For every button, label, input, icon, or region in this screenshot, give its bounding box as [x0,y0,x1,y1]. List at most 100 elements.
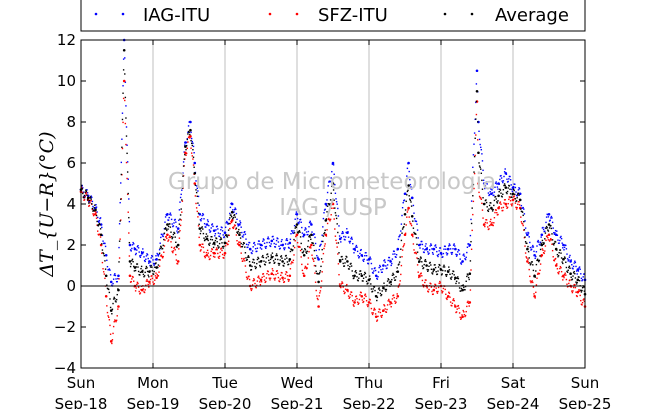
trace-dot [286,239,289,242]
trace-dot [313,233,316,235]
trace-dot [120,161,123,164]
trace-dot [352,275,354,277]
data-point [155,266,158,269]
trace-dot [266,241,268,244]
trace-dot [515,208,518,210]
trace-dot [449,277,452,279]
trace-dot [341,282,344,284]
trace-dot [427,291,430,293]
trace-dot [557,255,560,257]
trace-dot [241,257,243,260]
trace-dot [556,263,558,265]
trace-dot [310,238,312,241]
trace-dot [529,262,531,264]
data-point [504,186,508,189]
trace-dot [458,282,460,284]
trace-dot [489,190,491,193]
trace-dot [551,217,553,219]
trace-dot [336,223,338,225]
trace-dot [179,229,181,232]
trace-dot [430,286,433,288]
trace-dot [224,245,227,247]
trace-dot [549,219,551,221]
trace-dot [254,265,256,268]
trace-dot [108,269,110,271]
trace-dot [499,189,502,191]
trace-dot [151,266,153,268]
trace-dot [433,286,436,288]
trace-dot [201,226,203,228]
trace-dot [491,192,494,194]
trace-dot [179,196,182,199]
trace-dot [120,219,122,221]
data-point [295,233,299,237]
trace-dot [241,246,244,248]
trace-dot [221,226,223,229]
trace-dot [115,301,117,303]
trace-dot [264,246,266,248]
data-point [353,274,356,278]
trace-dot [510,184,512,186]
trace-dot [464,289,466,291]
trace-dot [152,259,154,261]
trace-dot [478,191,480,194]
trace-dot [88,200,90,203]
trace-dot [326,191,329,194]
trace-dot [214,243,216,246]
trace-dot [117,277,119,280]
trace-dot [335,201,338,203]
trace-dot [539,255,541,257]
trace-dot [314,272,316,274]
data-point [461,260,464,263]
trace-dot [109,274,112,276]
trace-dot [365,295,367,298]
trace-dot [448,243,451,245]
trace-dot [478,130,480,133]
trace-dot [136,281,139,284]
trace-dot [380,316,383,318]
trace-dot [449,248,452,250]
data-point [331,161,335,165]
trace-dot [442,266,445,268]
trace-dot [140,251,143,253]
trace-dot [379,264,381,267]
trace-dot [321,271,323,273]
trace-dot [374,313,377,315]
trace-dot [119,220,121,222]
trace-dot [458,287,461,289]
trace-dot [101,249,104,251]
trace-dot [572,286,575,289]
trace-dot [221,245,224,248]
trace-dot [493,216,496,219]
trace-dot [517,203,519,206]
trace-dot [530,248,533,251]
trace-dot [554,258,556,261]
trace-dot [360,273,362,275]
trace-dot [351,238,353,240]
trace-dot [396,293,398,295]
trace-dot [416,243,418,246]
trace-dot [284,247,286,249]
trace-dot [158,248,161,251]
trace-dot [516,197,518,199]
trace-dot [304,227,307,229]
trace-dot [529,280,532,282]
trace-dot [319,245,321,247]
x-tick-label-date: Sep-20 [199,395,252,409]
trace-dot [379,265,382,268]
trace-dot [245,259,248,261]
trace-dot [542,249,544,252]
data-point [407,184,410,187]
trace-dot [422,284,424,286]
trace-dot [394,253,396,255]
trace-dot [280,255,283,257]
trace-dot [183,151,185,153]
trace-dot [90,195,92,197]
trace-dot [481,209,484,211]
trace-dot [214,235,216,237]
trace-dot [245,257,247,259]
data-point [504,171,508,175]
trace-dot [518,188,521,190]
data-point [540,253,544,257]
trace-dot [560,235,562,238]
